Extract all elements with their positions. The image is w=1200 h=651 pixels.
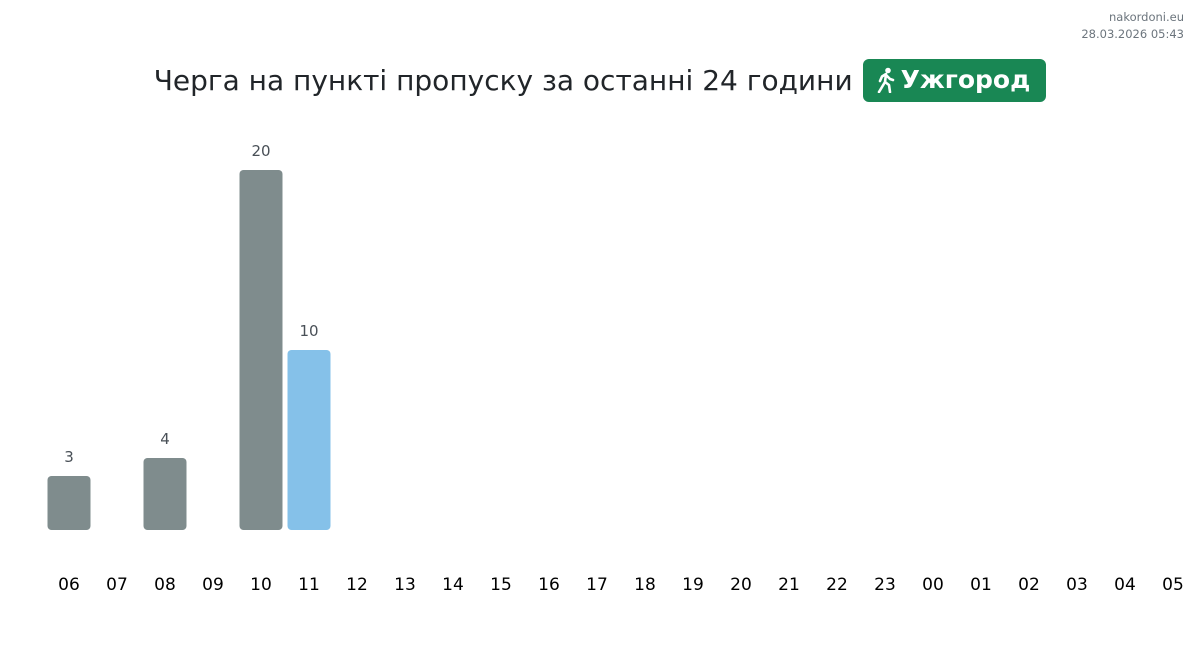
x-tick-label: 16: [538, 575, 560, 595]
x-tick-label: 23: [874, 575, 896, 595]
x-tick-label: 08: [154, 575, 176, 595]
x-tick-label: 17: [586, 575, 608, 595]
x-tick-label: 13: [394, 575, 416, 595]
bar: [47, 476, 91, 530]
x-tick-label: 07: [106, 575, 128, 595]
x-tick-label: 03: [1066, 575, 1088, 595]
x-tick-label: 20: [730, 575, 752, 595]
x-tick-label: 21: [778, 575, 800, 595]
x-tick-label: 12: [346, 575, 368, 595]
x-tick-label: 22: [826, 575, 848, 595]
x-tick-label: 00: [922, 575, 944, 595]
site: nakordoni.eu: [1109, 10, 1184, 24]
x-tick-label: 01: [970, 575, 992, 595]
header: Черга на пункті пропуску за останні 24 г…: [0, 59, 1200, 102]
x-tick-label: 19: [682, 575, 704, 595]
x-tick-label: 14: [442, 575, 464, 595]
data-label: 4: [160, 430, 170, 448]
x-tick-label: 04: [1114, 575, 1136, 595]
bar: [143, 458, 187, 530]
data-label: 10: [299, 322, 318, 340]
x-tick-label: 11: [298, 575, 320, 595]
walking-icon: [877, 67, 894, 93]
x-tick-label: 09: [202, 575, 224, 595]
x-tick-label: 06: [58, 575, 80, 595]
bar: [287, 350, 331, 530]
data-label: 20: [251, 142, 270, 160]
x-tick-label: 10: [250, 575, 272, 595]
x-tick-label: 15: [490, 575, 512, 595]
checkpoint-name: Ужгород: [900, 65, 1031, 94]
x-tick-label: 02: [1018, 575, 1040, 595]
chart-title: Черга на пункті пропуску за останні 24 г…: [153, 64, 853, 97]
data-label: 3: [64, 448, 74, 466]
x-tick-label: 18: [634, 575, 656, 595]
meta: nakordoni.eu 28.03.2026 05:43: [1081, 9, 1184, 43]
bar: [239, 170, 283, 530]
timestamp: 28.03.2026 05:43: [1081, 27, 1184, 41]
checkpoint-badge: Ужгород: [862, 59, 1047, 102]
x-tick-label: 05: [1162, 575, 1184, 595]
